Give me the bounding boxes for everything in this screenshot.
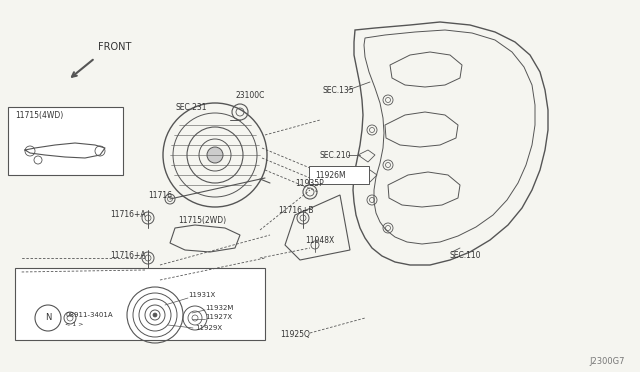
Text: 11926M: 11926M [315, 170, 346, 180]
Text: 11715(2WD): 11715(2WD) [178, 215, 226, 224]
Text: N: N [45, 312, 51, 321]
Text: 11927X: 11927X [205, 314, 232, 320]
FancyBboxPatch shape [309, 166, 369, 184]
Text: 11931X: 11931X [188, 292, 215, 298]
Circle shape [207, 147, 223, 163]
Text: 23100C: 23100C [235, 90, 264, 99]
Text: 11716: 11716 [148, 190, 172, 199]
Text: SEC.110: SEC.110 [450, 250, 481, 260]
Text: 11925Q: 11925Q [280, 330, 310, 340]
Text: FRONT: FRONT [98, 42, 131, 52]
Text: 11715(4WD): 11715(4WD) [15, 110, 63, 119]
Text: 11932M: 11932M [205, 305, 234, 311]
Text: 08911-3401A: 08911-3401A [65, 312, 113, 318]
Text: < 1 >: < 1 > [65, 323, 83, 327]
FancyBboxPatch shape [8, 107, 123, 175]
Text: J2300G7: J2300G7 [589, 357, 625, 366]
Text: SEC.231: SEC.231 [175, 103, 207, 112]
Text: 11716+A: 11716+A [110, 209, 146, 218]
FancyBboxPatch shape [15, 268, 265, 340]
Text: 11948X: 11948X [305, 235, 334, 244]
Text: 11935P: 11935P [295, 179, 324, 187]
Text: SEC.135: SEC.135 [323, 86, 355, 94]
Text: 11716+B: 11716+B [278, 205, 314, 215]
Text: SEC.210: SEC.210 [320, 151, 351, 160]
Circle shape [153, 313, 157, 317]
Text: 11929X: 11929X [195, 325, 222, 331]
Text: 11716+A: 11716+A [110, 250, 146, 260]
